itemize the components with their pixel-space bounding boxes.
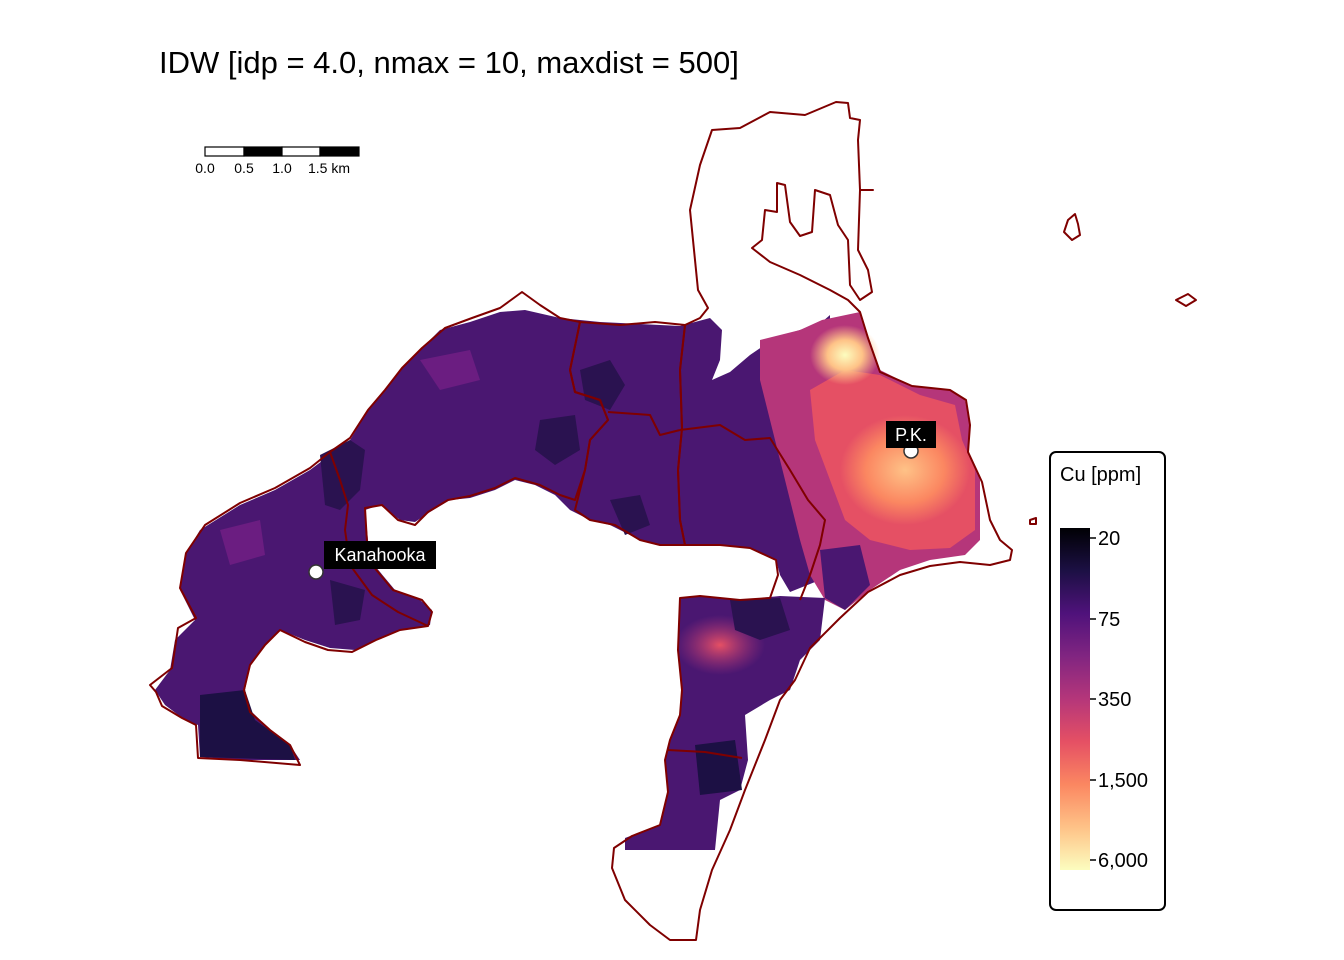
- scale-seg-2: [243, 146, 283, 157]
- scale-label-2: 1.0: [272, 160, 292, 176]
- raster-dark-patch-2: [200, 690, 295, 760]
- legend-colorbar: [1060, 528, 1090, 870]
- boundary-island-2: [1175, 293, 1197, 307]
- legend-ticks: 20 75 350 1,500 6,000: [1090, 528, 1148, 872]
- raster-dark-patch-5: [610, 495, 650, 535]
- raster-west-arm: [155, 310, 830, 760]
- scale-label-3: 1.5 km: [308, 160, 350, 176]
- legend-tick-label-3: 1,500: [1098, 770, 1148, 792]
- scale-label-1: 0.5: [234, 160, 254, 176]
- boundary-west: [149, 291, 609, 766]
- scale-bar: 0.0 0.5 1.0 1.5 km: [195, 146, 360, 176]
- suburb-boundaries: [149, 101, 1197, 941]
- raster-south-arm: [625, 596, 825, 850]
- map-title: IDW [idp = 4.0, nmax = 10, maxdist = 500…: [159, 45, 739, 80]
- legend: Cu [ppm] 20 75 350 1,500 6,000: [1049, 451, 1166, 911]
- pk-label-bg: [886, 421, 936, 448]
- legend-tick-label-1: 75: [1098, 609, 1120, 631]
- raster-dark-patch-6: [330, 580, 365, 625]
- raster-surface: [155, 310, 980, 850]
- scale-seg-3: [281, 146, 321, 157]
- raster-hot-core: [810, 325, 880, 385]
- boundary-east-inner-1: [679, 424, 826, 601]
- raster-south-dark-2: [730, 598, 790, 640]
- boundary-island-1: [1063, 213, 1081, 241]
- scale-seg-1: [204, 146, 245, 157]
- raster-dark-patch-4: [535, 415, 580, 465]
- boundary-island-3: [1029, 517, 1037, 525]
- place-pk[interactable]: P.K.: [886, 421, 936, 459]
- kanahooka-label: Kanahooka: [334, 545, 426, 565]
- raster-south-dark: [695, 740, 742, 795]
- boundary-port: [611, 101, 1013, 941]
- boundary-central-inner: [607, 411, 681, 436]
- pk-label: P.K.: [895, 425, 927, 445]
- kanahooka-marker[interactable]: [308, 564, 324, 580]
- raster-mid-patch-2: [220, 520, 265, 565]
- scale-seg-4: [319, 146, 360, 157]
- legend-tick-label-0: 20: [1098, 528, 1120, 550]
- place-kanahooka[interactable]: Kanahooka: [308, 541, 436, 580]
- raster-pk-glow: [840, 415, 970, 525]
- scale-label-0: 0.0: [195, 160, 215, 176]
- raster-east-dark-1: [820, 545, 870, 610]
- raster-mid-patch-1: [420, 350, 480, 390]
- legend-tick-label-4: 6,000: [1098, 850, 1148, 872]
- kanahooka-label-bg: [324, 541, 436, 569]
- boundary-south-inner: [667, 749, 743, 759]
- legend-title: Cu [ppm]: [1060, 464, 1141, 486]
- legend-tick-label-2: 350: [1098, 689, 1131, 711]
